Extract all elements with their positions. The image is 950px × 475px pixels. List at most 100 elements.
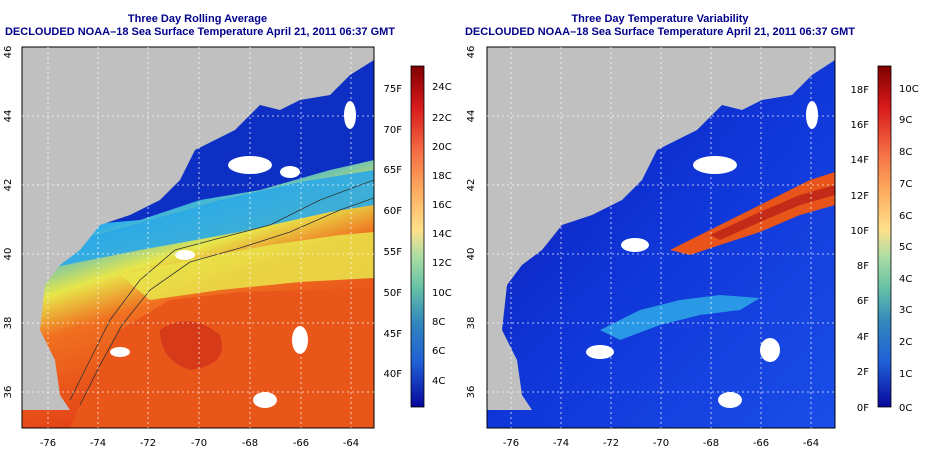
colorbar1: [410, 65, 425, 408]
map1-lon-tick: -68: [242, 438, 258, 449]
colorbar1-f-label: 55F: [384, 247, 403, 258]
map1-cloud: [175, 250, 195, 260]
colorbar1-c-label: 8C: [432, 317, 445, 328]
map2-land: [487, 47, 835, 410]
colorbar1-c-labels: 24C 22C 20C 18C 16C 14C 12C 10C 8C 6C 4C: [432, 82, 452, 387]
colorbar2-f-label: 0F: [857, 403, 869, 414]
map1-warm-eddy: [160, 321, 222, 370]
map1-cloud: [280, 166, 300, 178]
map1-lat-tick: 46: [3, 46, 14, 59]
map2-cloud: [586, 345, 614, 359]
colorbar1-c-label: 18C: [432, 171, 452, 182]
map1: [22, 47, 374, 428]
colorbar1-f-label: 50F: [384, 288, 403, 299]
map2-subtitle: DECLOUDED NOAA–18 Sea Surface Temperatur…: [464, 26, 856, 38]
map2-high-variability-band: [670, 172, 835, 255]
map1-lat-tick: 40: [3, 248, 14, 261]
colorbar2-f-label: 16F: [851, 120, 870, 131]
map1-title: Three Day Rolling Average: [127, 13, 268, 25]
colorbar2-f-label: 2F: [857, 367, 869, 378]
colorbar1-c-label: 6C: [432, 346, 445, 357]
colorbar2-c-label: 0C: [899, 403, 912, 414]
colorbar2-f-labels: 18F 16F 14F 12F 10F 8F 6F 4F 2F 0F: [851, 85, 870, 414]
map1-slope-water: [40, 170, 374, 270]
colorbar1-f-label: 40F: [384, 369, 403, 380]
map2-cloud: [693, 156, 737, 174]
colorbar1-f-label: 75F: [384, 84, 403, 95]
map1-cloud: [292, 326, 308, 354]
colorbar2-c-labels: 10C 9C 8C 7C 6C 5C 4C 3C 2C 1C 0C: [899, 84, 919, 414]
colorbar2-f-label: 10F: [851, 226, 870, 237]
colorbar1-c-label: 10C: [432, 288, 452, 299]
map2-lat-tick: 38: [466, 317, 477, 330]
colorbar1-c-label: 14C: [432, 229, 452, 240]
map2-high-variability-core: [710, 185, 835, 240]
map2-lat-tick: 46: [466, 46, 477, 59]
map1-lon-tick: -70: [191, 438, 207, 449]
map1-cloud: [344, 101, 356, 129]
colorbar1-f-label: 45F: [384, 329, 403, 340]
colorbar2-c-label: 3C: [899, 305, 912, 316]
map1-grid: [22, 47, 374, 428]
map1-land: [22, 47, 374, 410]
map2-cloud: [718, 392, 742, 408]
colorbar1-c-label: 20C: [432, 142, 452, 153]
colorbar2-c-label: 7C: [899, 179, 912, 190]
map1-lon-tick: -76: [40, 438, 56, 449]
colorbar1-c-label: 22C: [432, 113, 452, 124]
map1-lat-tick: 36: [3, 386, 14, 399]
colorbar1-c-label: 24C: [432, 82, 452, 93]
colorbar2-c-label: 2C: [899, 337, 912, 348]
map2-lon-tick: -76: [503, 438, 519, 449]
map2-cloud: [760, 338, 780, 362]
colorbar1-f-label: 70F: [384, 125, 403, 136]
map2-moderate-band: [600, 295, 760, 340]
colorbar2-f-label: 4F: [857, 332, 869, 343]
colorbar2-c-label: 6C: [899, 211, 912, 222]
map1-contour-200m: [69, 179, 374, 401]
colorbar1-f-labels: 75F 70F 65F 60F 55F 50F 45F 40F: [384, 84, 403, 380]
map2-lon-axis: -76 -74 -72 -70 -68 -66 -64: [503, 438, 819, 449]
colorbar2-c-label: 8C: [899, 147, 912, 158]
colorbar2-c-label: 9C: [899, 115, 912, 126]
map2-title: Three Day Temperature Variability: [571, 13, 749, 25]
map1-cloud: [110, 347, 130, 357]
map2-lon-tick: -68: [703, 438, 719, 449]
map2-lon-tick: -74: [553, 438, 569, 449]
map1-lon-tick: -66: [293, 438, 309, 449]
colorbar1-f-label: 65F: [384, 165, 403, 176]
map1-cloud: [253, 392, 277, 408]
map2-lat-tick: 42: [466, 179, 477, 192]
map1-lat-tick: 38: [3, 317, 14, 330]
map2-lat-tick: 44: [466, 110, 477, 123]
colorbar2-f-label: 6F: [857, 296, 869, 307]
map1-lat-tick: 44: [3, 110, 14, 123]
map2-lat-tick: 40: [466, 248, 477, 261]
map1-frame: [21, 46, 375, 429]
map1-lon-tick: -74: [90, 438, 106, 449]
map2-cloud: [806, 101, 818, 129]
colorbar1-c-label: 16C: [432, 200, 452, 211]
map1-lon-axis: -76 -74 -72 -70 -68 -66 -64: [40, 438, 359, 449]
colorbar2-c-label: 4C: [899, 274, 912, 285]
map2-grid: [487, 47, 835, 428]
colorbar2-f-label: 18F: [851, 85, 870, 96]
map1-lat-axis: 46 44 42 40 38 36: [3, 46, 14, 399]
colorbar1-f-label: 60F: [384, 206, 403, 217]
map2-cloud: [621, 238, 649, 252]
colorbar2-c-label: 10C: [899, 84, 919, 95]
colorbar2-c-label: 5C: [899, 242, 912, 253]
colorbar2-f-label: 12F: [851, 191, 870, 202]
map1-lon-tick: -64: [343, 438, 359, 449]
map2-lat-tick: 36: [466, 386, 477, 399]
colorbar1-c-label: 4C: [432, 376, 445, 387]
map2-lon-tick: -70: [653, 438, 669, 449]
map1-cloud: [228, 156, 272, 174]
colorbar1-c-label: 12C: [432, 258, 452, 269]
map2-lon-tick: -64: [803, 438, 819, 449]
map1-subtitle: DECLOUDED NOAA–18 Sea Surface Temperatur…: [4, 26, 396, 38]
map2-lon-tick: -66: [753, 438, 769, 449]
colorbar2-f-label: 14F: [851, 155, 870, 166]
map2-lat-axis: 46 44 42 40 38 36: [466, 46, 477, 399]
